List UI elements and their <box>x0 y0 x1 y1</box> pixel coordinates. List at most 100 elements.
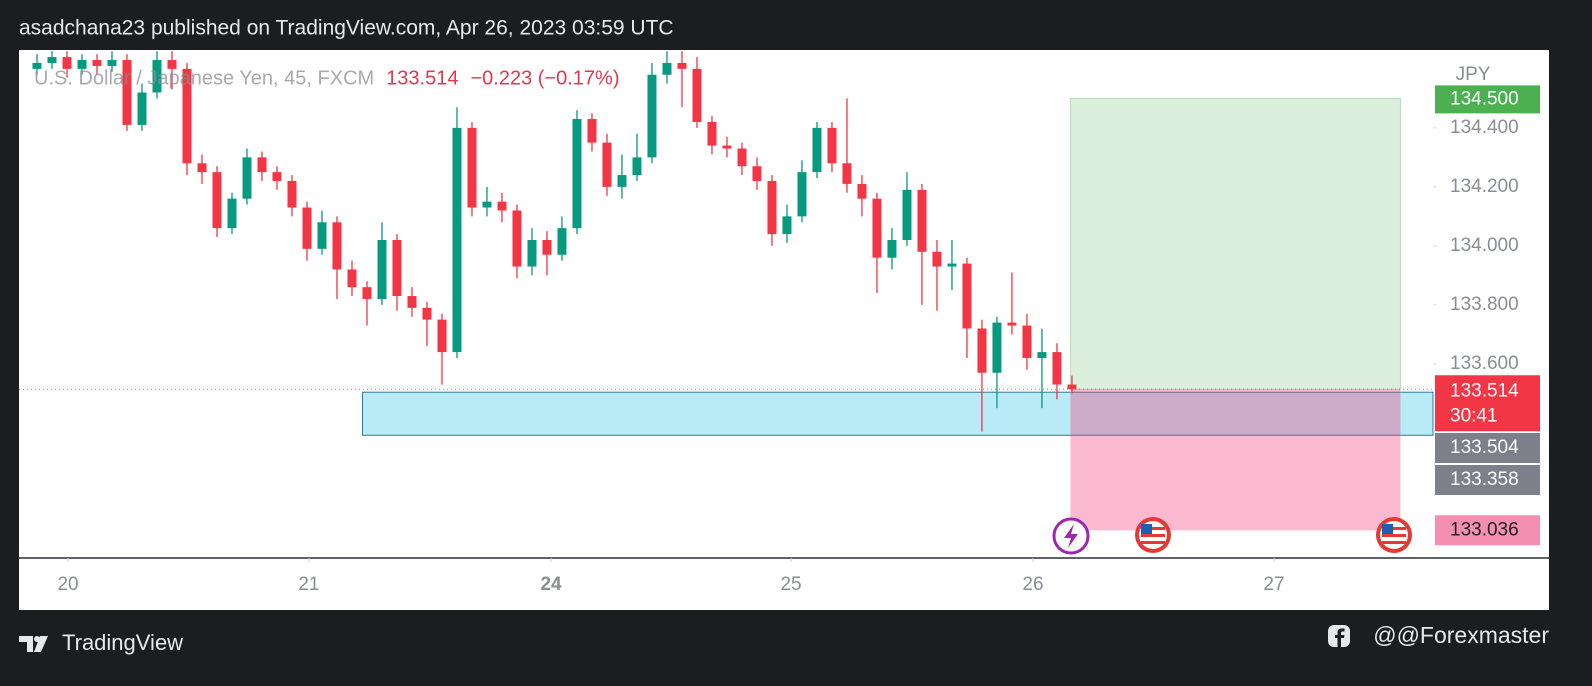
candle-body <box>917 189 927 252</box>
stop-area <box>1070 389 1401 531</box>
chart-panel <box>19 50 1549 610</box>
candle-body <box>692 68 702 122</box>
candle-body <box>947 263 957 267</box>
candle-body <box>332 222 342 270</box>
countdown: 30:41 <box>1450 405 1498 426</box>
target-label: 134.500 <box>1450 88 1519 109</box>
plot <box>19 51 1434 531</box>
candle-body <box>392 239 402 297</box>
candle-body <box>737 148 747 167</box>
candle-body <box>602 142 612 187</box>
candle-body <box>542 239 552 255</box>
candle-body <box>557 228 567 255</box>
x-tick-label: 26 <box>1022 574 1043 595</box>
candle-body <box>677 62 687 69</box>
candle-body <box>1007 322 1017 326</box>
zone-bottom-box <box>1435 465 1540 495</box>
us-flag <box>1376 517 1412 553</box>
candle-body <box>377 239 387 299</box>
candle-body <box>107 60 117 66</box>
x-tick-label: 25 <box>780 574 801 595</box>
candle-body <box>92 60 102 66</box>
author: @@Forexmaster <box>1373 622 1549 648</box>
candle-body <box>827 127 837 164</box>
support-zone <box>361 391 1434 436</box>
candle-body <box>767 180 777 235</box>
candle-body <box>47 57 57 63</box>
y-tick-label: 134.200 <box>1450 176 1519 197</box>
candle-body <box>317 222 327 249</box>
x-tick-label: 27 <box>1263 574 1284 595</box>
candle-body <box>62 57 72 69</box>
last-price-box <box>1435 375 1540 432</box>
candle-body <box>872 198 882 258</box>
lightning <box>1064 524 1078 548</box>
stop-label: 133.036 <box>1450 519 1519 540</box>
candle-body <box>272 172 282 181</box>
candle-body <box>1022 325 1032 358</box>
chart-title: U.S. Dollar / Japanese Yen, 45, FXCM <box>34 67 374 89</box>
candle-body <box>347 269 357 288</box>
y-tick-label: 134.000 <box>1450 235 1519 256</box>
candle-body <box>797 172 807 217</box>
candle-body <box>527 239 537 267</box>
x-tick-label: 24 <box>540 574 562 595</box>
candle-body <box>512 210 522 267</box>
stop-label-box <box>1435 515 1540 546</box>
candle-body <box>842 163 852 184</box>
tv-logo <box>19 636 48 652</box>
candle-body <box>482 201 492 208</box>
brand: TradingView <box>62 630 183 655</box>
candle-body <box>257 157 267 173</box>
event-icons <box>1052 517 1412 555</box>
facebook-icon <box>1328 625 1350 647</box>
y-tick-label: 133.800 <box>1450 294 1519 315</box>
last-price-label: 133.514 <box>1450 380 1519 401</box>
candle-body <box>752 166 762 181</box>
publish-info: asadchana23 published on TradingView.com… <box>19 17 674 40</box>
candle-body <box>572 119 582 229</box>
candle-body <box>152 60 162 93</box>
candle-body <box>212 172 222 229</box>
candle-body <box>32 62 42 69</box>
candle-body <box>902 189 912 240</box>
candle-body <box>1037 352 1047 358</box>
target-area <box>1069 97 1401 390</box>
candle-body <box>302 207 312 249</box>
candle-body <box>662 62 672 75</box>
candle-body <box>782 216 792 235</box>
candle-body <box>632 157 642 176</box>
candle-body <box>647 74 657 158</box>
y-tick-label: 134.400 <box>1450 117 1519 138</box>
y-axis-label: JPY <box>1456 64 1491 85</box>
candle-body <box>137 92 147 125</box>
candle-body <box>362 287 372 299</box>
x-tick-label: 21 <box>298 574 319 595</box>
candle-body <box>707 121 717 146</box>
candle-body <box>857 183 867 199</box>
candle-body <box>1052 352 1062 385</box>
candle-body <box>467 127 477 208</box>
x-tick-label: 20 <box>57 574 78 595</box>
zone-top-label: 133.504 <box>1450 437 1519 458</box>
zone-top-box <box>1435 433 1540 463</box>
y-tick-label: 133.600 <box>1450 353 1519 374</box>
candle-body <box>77 60 87 69</box>
candle-body <box>167 60 177 69</box>
candle-body <box>887 239 897 258</box>
candle-body <box>422 307 432 320</box>
candle-body <box>242 157 252 199</box>
header-change: −0.223 (−0.17%) <box>470 67 619 89</box>
candle-body <box>182 68 192 164</box>
candle-body <box>437 319 447 353</box>
us-flag <box>1135 517 1171 553</box>
zone-bottom-label: 133.358 <box>1450 469 1519 490</box>
candle-body <box>197 163 207 173</box>
candle-body <box>962 263 972 329</box>
candle-body <box>287 180 297 208</box>
candle-body <box>497 201 507 211</box>
candle-body <box>617 175 627 187</box>
candle-body <box>932 251 942 267</box>
candle-body <box>587 119 597 143</box>
